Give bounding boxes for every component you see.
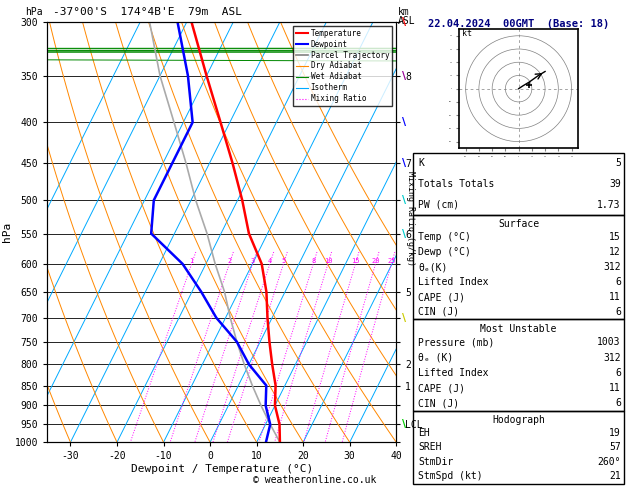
Text: 15: 15 bbox=[351, 258, 360, 264]
Text: 260°: 260° bbox=[598, 457, 621, 467]
Text: \: \ bbox=[403, 158, 406, 169]
Text: StmSpd (kt): StmSpd (kt) bbox=[418, 471, 483, 481]
Text: 312: 312 bbox=[603, 353, 621, 363]
Text: K: K bbox=[418, 158, 424, 168]
Text: 25: 25 bbox=[387, 258, 396, 264]
Text: kt: kt bbox=[462, 29, 472, 38]
X-axis label: Dewpoint / Temperature (°C): Dewpoint / Temperature (°C) bbox=[131, 464, 313, 474]
Text: \: \ bbox=[403, 312, 406, 323]
Text: 1: 1 bbox=[189, 258, 194, 264]
Text: 11: 11 bbox=[609, 383, 621, 393]
Y-axis label: hPa: hPa bbox=[2, 222, 12, 242]
Text: PW (cm): PW (cm) bbox=[418, 200, 459, 209]
Text: 12: 12 bbox=[609, 247, 621, 257]
Text: θₑ(K): θₑ(K) bbox=[418, 262, 448, 272]
Text: 20: 20 bbox=[371, 258, 380, 264]
Text: 5: 5 bbox=[615, 158, 621, 168]
Text: 5: 5 bbox=[281, 258, 286, 264]
Text: SREH: SREH bbox=[418, 442, 442, 452]
Text: \: \ bbox=[403, 17, 406, 27]
Text: Mixing Ratio (g/kg): Mixing Ratio (g/kg) bbox=[406, 171, 415, 266]
Text: 6: 6 bbox=[615, 368, 621, 378]
Text: Most Unstable: Most Unstable bbox=[481, 324, 557, 333]
Text: Lifted Index: Lifted Index bbox=[418, 368, 489, 378]
Text: 10: 10 bbox=[324, 258, 332, 264]
Legend: Temperature, Dewpoint, Parcel Trajectory, Dry Adiabat, Wet Adiabat, Isotherm, Mi: Temperature, Dewpoint, Parcel Trajectory… bbox=[293, 26, 392, 106]
Text: CAPE (J): CAPE (J) bbox=[418, 292, 465, 302]
Text: 8: 8 bbox=[311, 258, 315, 264]
Text: CIN (J): CIN (J) bbox=[418, 307, 459, 317]
Text: 22.04.2024  00GMT  (Base: 18): 22.04.2024 00GMT (Base: 18) bbox=[428, 19, 610, 30]
Text: -37°00'S  174°4B'E  79m  ASL: -37°00'S 174°4B'E 79m ASL bbox=[53, 7, 242, 17]
Text: Pressure (mb): Pressure (mb) bbox=[418, 337, 494, 347]
Text: StmDir: StmDir bbox=[418, 457, 454, 467]
Text: \: \ bbox=[403, 228, 406, 239]
Text: Totals Totals: Totals Totals bbox=[418, 179, 494, 189]
Text: 3: 3 bbox=[250, 258, 255, 264]
Text: Temp (°C): Temp (°C) bbox=[418, 232, 471, 243]
Text: 57: 57 bbox=[609, 442, 621, 452]
Text: 15: 15 bbox=[609, 232, 621, 243]
Text: Surface: Surface bbox=[498, 219, 539, 229]
Text: CAPE (J): CAPE (J) bbox=[418, 383, 465, 393]
Text: 2: 2 bbox=[227, 258, 231, 264]
Text: 312: 312 bbox=[603, 262, 621, 272]
Text: Lifted Index: Lifted Index bbox=[418, 277, 489, 287]
Text: 21: 21 bbox=[609, 471, 621, 481]
Text: 6: 6 bbox=[615, 277, 621, 287]
Text: © weatheronline.co.uk: © weatheronline.co.uk bbox=[253, 475, 376, 485]
Text: \: \ bbox=[403, 419, 406, 429]
Text: \: \ bbox=[403, 70, 406, 81]
Text: km: km bbox=[398, 7, 410, 17]
Text: hPa: hPa bbox=[25, 7, 43, 17]
Text: 1.73: 1.73 bbox=[598, 200, 621, 209]
Text: Hodograph: Hodograph bbox=[492, 415, 545, 425]
Text: θₑ (K): θₑ (K) bbox=[418, 353, 454, 363]
Text: 1003: 1003 bbox=[598, 337, 621, 347]
Text: 11: 11 bbox=[609, 292, 621, 302]
Text: EH: EH bbox=[418, 428, 430, 438]
Text: \: \ bbox=[403, 195, 406, 205]
Text: \: \ bbox=[403, 117, 406, 127]
Text: 19: 19 bbox=[609, 428, 621, 438]
Text: 6: 6 bbox=[615, 307, 621, 317]
Text: ASL: ASL bbox=[398, 16, 416, 26]
Text: 39: 39 bbox=[609, 179, 621, 189]
Text: 6: 6 bbox=[615, 399, 621, 408]
Text: CIN (J): CIN (J) bbox=[418, 399, 459, 408]
Text: Dewp (°C): Dewp (°C) bbox=[418, 247, 471, 257]
Text: 4: 4 bbox=[268, 258, 272, 264]
